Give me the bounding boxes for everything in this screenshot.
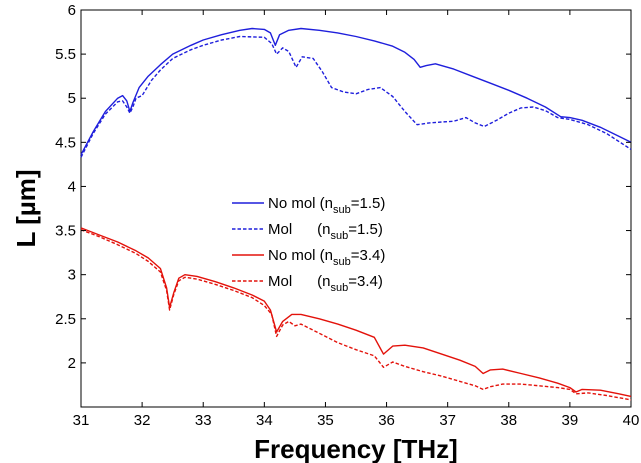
x-tick-label: 33: [195, 412, 212, 429]
x-tick-label: 31: [73, 412, 90, 429]
y-tick-label: 3.5: [55, 223, 76, 240]
y-axis-label: L [µm]: [11, 169, 41, 247]
y-tick-label: 5: [68, 90, 76, 107]
x-tick-label: 32: [134, 412, 151, 429]
plot-area: [80, 9, 632, 408]
x-tick-label: 39: [562, 412, 579, 429]
y-tick-label: 5.5: [55, 46, 76, 63]
legend-entry-4: Mol (nsub=3.4): [268, 273, 383, 294]
legend-entry-3: No mol (nsub=3.4): [268, 247, 385, 268]
series-layer: [80, 27, 632, 401]
x-tick-label: 38: [500, 412, 517, 429]
x-tick-label: 34: [256, 412, 273, 429]
x-tick-label: 37: [439, 412, 456, 429]
x-tick-label: 36: [378, 412, 395, 429]
legend: No mol (nsub=1.5) Mol (nsub=1.5) No mol (n…: [232, 195, 385, 294]
series-line-1: [80, 27, 632, 156]
x-tick-label: 35: [317, 412, 334, 429]
y-tick-label: 4: [68, 178, 76, 195]
y-tick-label: 2.5: [55, 311, 76, 328]
x-tick-label: 40: [623, 412, 640, 429]
axis-ticks: 31 32 33 34 35 36 37 38 39 40 2 2.5 3 3.5 4 4.5 5 5.5 6: [55, 2, 639, 429]
series-line-2: [80, 35, 632, 158]
y-tick-label: 6: [68, 2, 76, 19]
y-tick-label: 4.5: [55, 134, 76, 151]
series-line-4: [80, 229, 632, 401]
legend-entry-1: No mol (nsub=1.5): [268, 195, 385, 216]
x-axis-label: Frequency [THz]: [254, 434, 458, 463]
legend-entry-2: Mol (nsub=1.5): [268, 221, 383, 242]
y-tick-label: 2: [68, 355, 76, 372]
y-tick-label: 3: [68, 267, 76, 284]
